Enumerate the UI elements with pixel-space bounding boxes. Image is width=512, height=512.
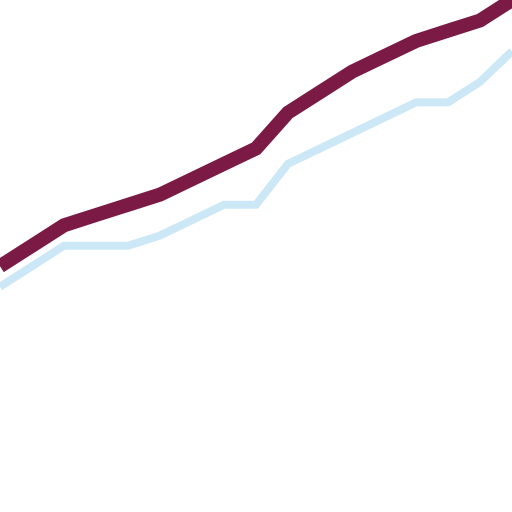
series-line-2	[0, 48, 512, 291]
series-layer	[0, 0, 512, 291]
series-line-1	[0, 0, 512, 273]
